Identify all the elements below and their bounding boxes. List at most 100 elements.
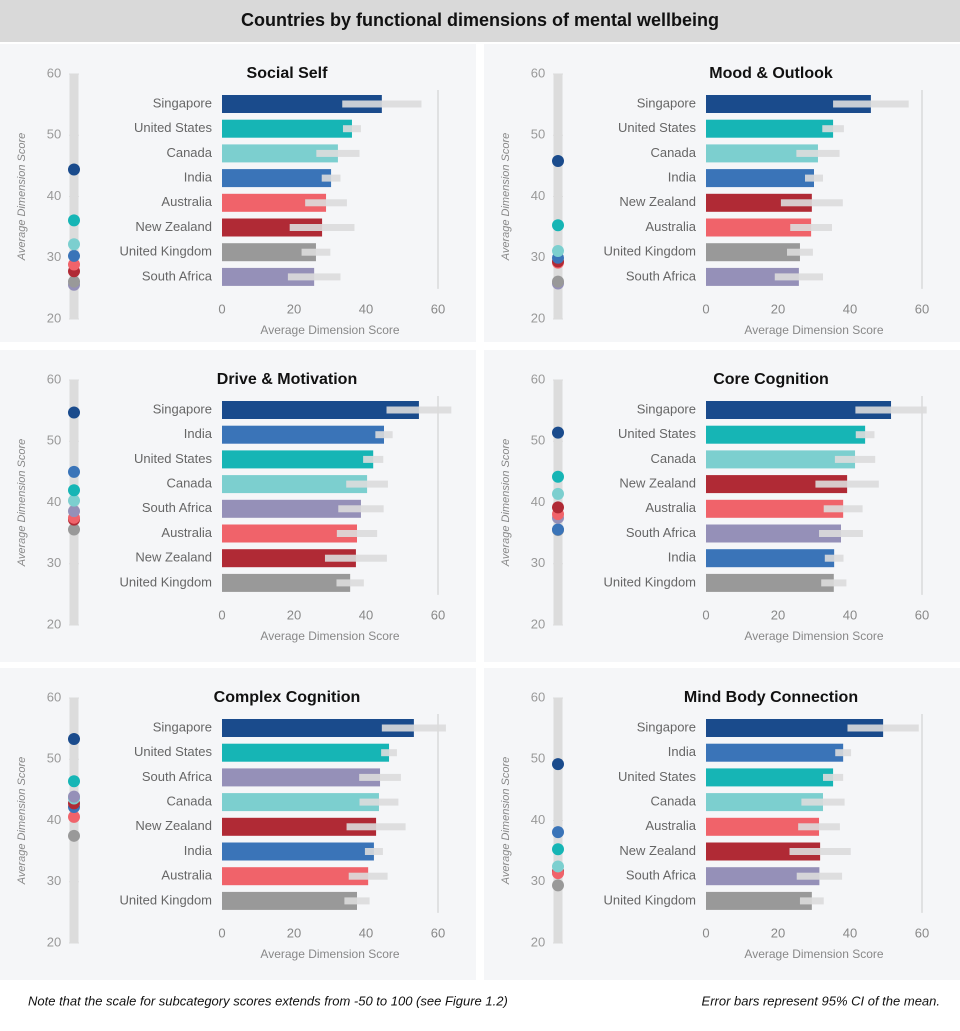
y-tick-label: 20: [531, 310, 545, 325]
note-right: Error bars represent 95% CI of the mean.: [702, 993, 940, 1008]
category-label: New Zealand: [135, 550, 212, 565]
error-bar: [780, 199, 843, 207]
bar: [706, 267, 799, 286]
category-label: India: [668, 550, 697, 565]
y-tick-label: 20: [531, 934, 545, 949]
y-tick-label: 30: [531, 249, 545, 264]
dot: [68, 249, 80, 262]
x-tick-label: 20: [287, 607, 301, 622]
category-label: Singapore: [637, 719, 696, 734]
category-label: United Kingdom: [604, 892, 697, 907]
category-label: Singapore: [153, 401, 212, 416]
bar: [706, 573, 834, 592]
x-axis-label: Average Dimension Score: [260, 323, 400, 337]
dot: [68, 494, 80, 507]
y-tick-label: 30: [47, 873, 61, 888]
bar: [706, 95, 871, 113]
y-tick-label: 60: [531, 371, 545, 386]
y-tick-label: 40: [531, 812, 545, 827]
panel-title: Drive & Motivation: [217, 371, 357, 388]
error-bar: [798, 823, 840, 831]
bar: [706, 817, 820, 836]
bar: [222, 793, 379, 812]
bar: [222, 867, 369, 886]
y-axis-label: Average Dimension Score: [16, 757, 28, 886]
bar: [222, 218, 323, 237]
bar: [222, 817, 377, 836]
bar: [222, 842, 374, 861]
x-axis-label: Average Dimension Score: [260, 629, 400, 643]
category-label: Singapore: [637, 401, 696, 416]
x-axis-label: Average Dimension Score: [744, 947, 884, 961]
bar: [222, 573, 351, 592]
y-axis-label: Average Dimension Score: [16, 133, 28, 262]
bar: [706, 867, 820, 886]
y-tick-label: 40: [531, 188, 545, 203]
bar: [706, 842, 821, 861]
category-label: United States: [618, 769, 697, 784]
category-label: South Africa: [626, 268, 697, 283]
error-bar: [305, 199, 347, 207]
category-label: United Kingdom: [604, 574, 697, 589]
y-tick-label: 60: [47, 371, 61, 386]
bar: [222, 401, 419, 419]
error-bar: [375, 431, 393, 439]
bar: [222, 267, 315, 286]
error-bar: [321, 174, 341, 182]
panel: Average Dimension Score 20 30 40 50 60 0 20 40 60…: [0, 350, 476, 662]
page-title: Countries by functional dimensions of me…: [241, 10, 719, 30]
x-axis-label: Average Dimension Score: [744, 323, 884, 337]
x-axis-label: Average Dimension Score: [744, 629, 884, 643]
x-axis-label: Average Dimension Score: [260, 947, 400, 961]
bar: [706, 793, 823, 812]
y-tick-label: 30: [531, 555, 545, 570]
bar: [222, 891, 357, 910]
y-tick-label: 30: [531, 873, 545, 888]
dot: [552, 426, 564, 439]
y-tick-label: 40: [47, 812, 61, 827]
bar: [222, 768, 381, 787]
error-bar: [342, 125, 361, 133]
dot: [552, 758, 564, 771]
x-tick-label: 20: [771, 607, 785, 622]
category-label: New Zealand: [135, 219, 212, 234]
panel-title: Core Cognition: [713, 371, 829, 388]
title-bar: [0, 0, 960, 42]
bar: [706, 768, 834, 787]
panel-title: Complex Cognition: [214, 689, 361, 706]
category-label: India: [668, 744, 697, 759]
x-tick-label: 60: [915, 925, 929, 940]
bar: [222, 95, 382, 113]
y-tick-label: 40: [531, 494, 545, 509]
error-bar: [834, 455, 876, 463]
category-label: Singapore: [637, 95, 696, 110]
bar: [706, 401, 892, 419]
error-bar: [336, 579, 364, 587]
bar: [706, 218, 812, 237]
y-tick-label: 20: [47, 934, 61, 949]
category-label: Canada: [166, 794, 212, 809]
dot: [552, 843, 564, 856]
dot: [68, 505, 80, 518]
bar: [706, 549, 835, 568]
dot: [68, 484, 80, 497]
error-bar: [824, 554, 844, 562]
bar: [706, 475, 848, 494]
bar: [222, 475, 368, 494]
panel: Average Dimension Score 20 30 40 50 60 0 20 40 60…: [0, 668, 476, 980]
x-tick-label: 20: [771, 301, 785, 316]
y-axis-label: Average Dimension Score: [16, 439, 28, 568]
y-tick-label: 20: [531, 616, 545, 631]
dot: [552, 501, 564, 514]
dot: [68, 810, 80, 823]
x-tick-label: 0: [702, 607, 709, 622]
dot: [68, 275, 80, 288]
y-tick-label: 20: [47, 310, 61, 325]
error-bar: [805, 174, 823, 182]
y-tick-label: 30: [47, 555, 61, 570]
dot: [68, 829, 80, 842]
bar: [222, 144, 338, 163]
category-label: New Zealand: [619, 194, 696, 209]
x-tick-label: 0: [702, 925, 709, 940]
category-label: Australia: [161, 194, 212, 209]
